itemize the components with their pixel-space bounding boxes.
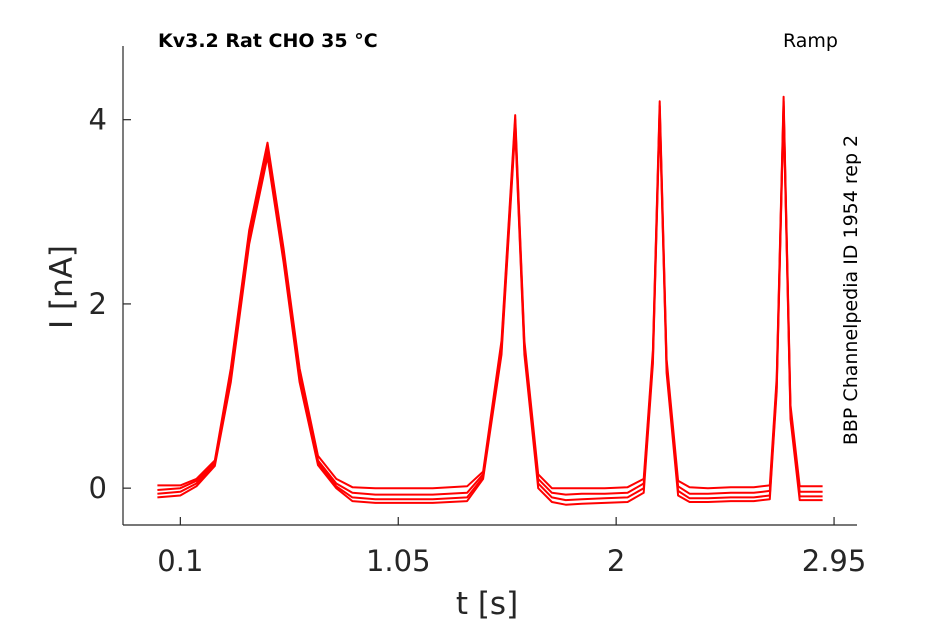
x-tick-label: 1.05 [366, 544, 431, 578]
plot-lines [157, 95, 823, 506]
y-tick-label: 2 [89, 287, 107, 321]
protocol-label: Ramp [783, 30, 838, 52]
y-ticks: 0 2 4 [89, 103, 131, 505]
x-tick-label: 2.95 [802, 544, 867, 578]
chart-title: Kv3.2 Rat CHO 35 °C [158, 30, 378, 52]
x-tick-label: 2 [607, 544, 625, 578]
y-tick-label: 0 [89, 471, 107, 505]
current-trace [157, 104, 823, 502]
x-tick-label: 0.1 [157, 544, 203, 578]
source-label: BBP Channelpedia ID 1954 rep 2 [840, 135, 862, 445]
y-tick-label: 4 [89, 103, 107, 137]
x-ticks: 0.1 1.05 2 2.95 [157, 517, 866, 578]
current-trace [157, 109, 823, 506]
y-axis-label: I [nA] [44, 245, 80, 329]
x-axis-label: t [s] [456, 586, 518, 622]
